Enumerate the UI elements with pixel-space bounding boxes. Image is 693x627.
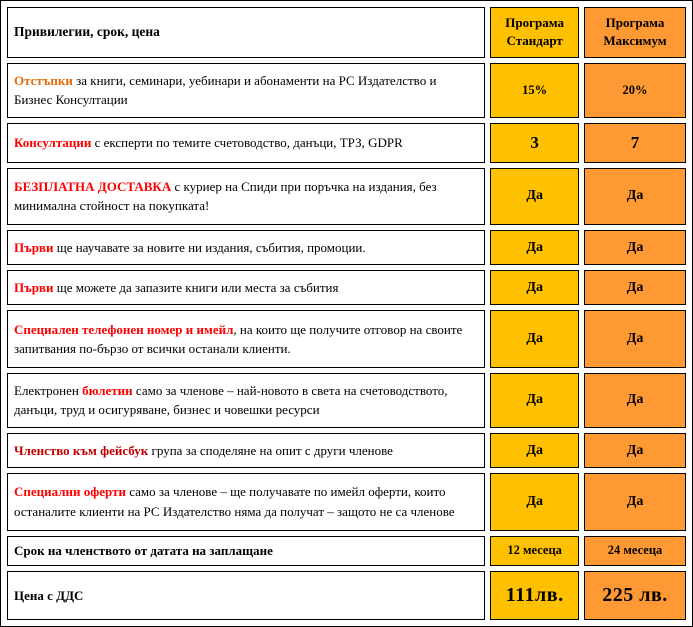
table-row: Първи ще научавате за новите ни издания,…	[7, 229, 686, 266]
row-label-text: Цена с ДДС	[14, 587, 84, 603]
maximum-value: 24 месеца	[584, 535, 686, 567]
row-label: Отстъпки за книги, семинари, уебинари и …	[7, 62, 486, 118]
maximum-value: 7	[584, 122, 686, 163]
header-program-standard: Програма Стандарт	[490, 7, 580, 58]
row-label: Първи ще можете да запазите книги или ме…	[7, 270, 486, 306]
row-label-highlight: БЕЗПЛАТНА ДОСТАВКА	[14, 178, 172, 194]
row-label-highlight: Специален телефонен номер и имейл	[14, 321, 234, 337]
table-row: Цена с ДДС 111лв. 225 лв.	[7, 571, 686, 620]
row-label-highlight: Първи	[14, 280, 54, 296]
standard-value: 12 месеца	[490, 535, 580, 567]
row-label-text: за книги, семинари, уебинари и абонамент…	[14, 72, 437, 108]
table-row: БЕЗПЛАТНА ДОСТАВКА с куриер на Спиди при…	[7, 167, 686, 225]
row-label-text: с куриер на Спиди при поръчка на издания…	[14, 178, 437, 214]
row-label-text: Срок на членството от датата на заплащан…	[14, 543, 273, 559]
row-label-text: с експерти по темите счетоводство, данъц…	[91, 134, 403, 150]
standard-value: Да	[490, 432, 580, 469]
row-label: Специален телефонен номер и имейл, на ко…	[7, 310, 486, 368]
row-label-highlight: Консултации	[14, 134, 92, 150]
maximum-value: 225 лв.	[584, 571, 686, 620]
maximum-value: Да	[584, 167, 686, 225]
header-privileges-label: Привилегии, срок, цена	[7, 7, 486, 58]
row-label: Консултации с експерти по темите счетово…	[7, 122, 486, 163]
standard-value: 111лв.	[490, 571, 580, 620]
row-label-text: ще можете да запазите книги или места за…	[53, 280, 339, 296]
row-label: БЕЗПЛАТНА ДОСТАВКА с куриер на Спиди при…	[7, 167, 486, 225]
table-row: Първи ще можете да запазите книги или ме…	[7, 270, 686, 306]
row-label: Първи ще научавате за новите ни издания,…	[7, 229, 486, 266]
row-label-text: група за споделяне на опит с други члено…	[148, 442, 393, 458]
table-body: Привилегии, срок, цена Програма Стандарт…	[7, 7, 686, 620]
header-program-maximum: Програма Максимум	[584, 7, 686, 58]
row-label-text: само за членове – най-новото в света на …	[14, 382, 448, 418]
row-label: Специални оферти само за членове – ще по…	[7, 473, 486, 531]
standard-value: Да	[490, 270, 580, 306]
maximum-value: 20%	[584, 62, 686, 118]
standard-value: Да	[490, 229, 580, 266]
maximum-value: Да	[584, 310, 686, 368]
table-row: Електронен бюлетин само за членове – най…	[7, 372, 686, 428]
row-label-text: Електронен	[14, 382, 83, 398]
table-row: Специален телефонен номер и имейл, на ко…	[7, 310, 686, 368]
header-row: Привилегии, срок, цена Програма Стандарт…	[7, 7, 686, 58]
table-row: Специални оферти само за членове – ще по…	[7, 473, 686, 531]
standard-value: 15%	[490, 62, 580, 118]
maximum-value: Да	[584, 432, 686, 469]
standard-value: Да	[490, 473, 580, 531]
standard-value: Да	[490, 310, 580, 368]
row-label-text: само за членове – ще получавате по имейл…	[14, 484, 455, 519]
table-row: Членство към фейсбук група за споделяне …	[7, 432, 686, 469]
maximum-value: Да	[584, 270, 686, 306]
table-row: Консултации с експерти по темите счетово…	[7, 122, 686, 163]
row-label: Срок на членството от датата на заплащан…	[7, 535, 486, 567]
maximum-value: Да	[584, 229, 686, 266]
standard-value: Да	[490, 372, 580, 428]
row-label-highlight: Специални оферти	[14, 484, 126, 500]
table-row: Отстъпки за книги, семинари, уебинари и …	[7, 62, 686, 118]
row-label-highlight: Отстъпки	[14, 72, 73, 88]
row-label: Електронен бюлетин само за членове – най…	[7, 372, 486, 428]
maximum-value: Да	[584, 473, 686, 531]
row-label-text: ще научавате за новите ни издания, събит…	[53, 239, 366, 255]
row-label-highlight: бюлетин	[82, 382, 133, 398]
table-row: Срок на членството от датата на заплащан…	[7, 535, 686, 567]
row-label-text: , на които ще получите отговор на своите…	[14, 321, 463, 357]
row-label: Членство към фейсбук група за споделяне …	[7, 432, 486, 469]
row-label-highlight: Първи	[14, 239, 54, 255]
row-label: Цена с ДДС	[7, 571, 486, 620]
row-label-highlight: Членство към фейсбук	[14, 442, 149, 458]
maximum-value: Да	[584, 372, 686, 428]
standard-value: 3	[490, 122, 580, 163]
standard-value: Да	[490, 167, 580, 225]
